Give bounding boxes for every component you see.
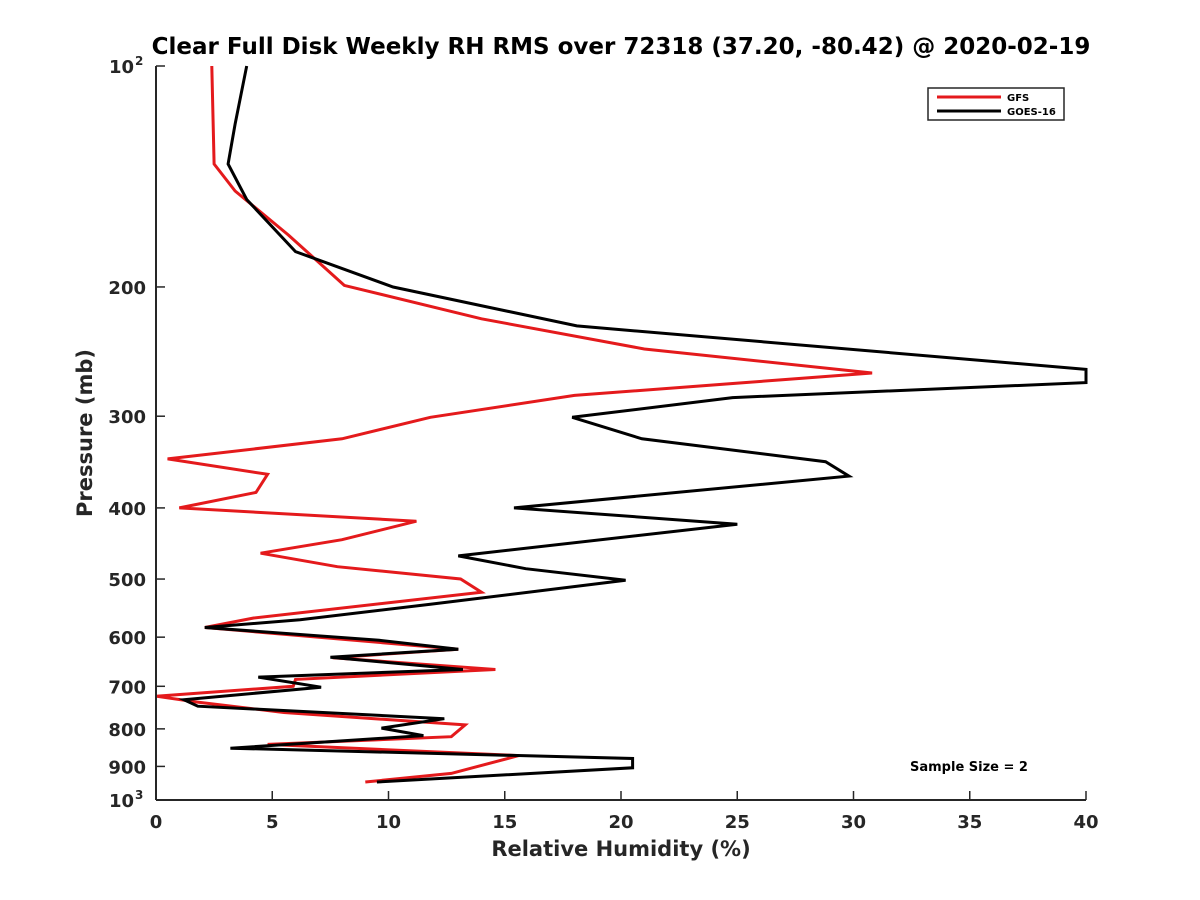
x-ticks-group: 0 5 10 15 20 25 30 35 40 [150, 791, 1099, 833]
series-line-gfs [155, 65, 873, 784]
x-tick-label: 40 [1073, 812, 1098, 833]
x-tick-label: 25 [725, 812, 750, 833]
series-line-goes-16 [178, 65, 1088, 784]
y-tick-label: 600 [108, 628, 146, 649]
legend-label: GFS [1007, 93, 1029, 104]
y-tick-label: 900 [108, 757, 146, 778]
y-tick-label: 800 [108, 720, 146, 741]
x-tick-label: 5 [266, 812, 279, 833]
x-tick-label: 35 [957, 812, 982, 833]
y-tick-label: 400 [108, 499, 146, 520]
plot-series-group [155, 65, 1088, 784]
y-tick-label: 300 [108, 407, 146, 428]
legend: GFS GOES-16 [927, 87, 1065, 121]
x-tick-label: 10 [376, 812, 401, 833]
y-tick-exponent: 2 [135, 54, 143, 68]
y-tick-label: 10 [109, 791, 134, 812]
y-tick-label: 10 [109, 57, 134, 78]
chart-title: Clear Full Disk Weekly RH RMS over 72318… [152, 34, 1091, 60]
y-tick-exponent: 3 [135, 788, 143, 802]
sample-size-annotation: Sample Size = 2 [910, 760, 1028, 775]
y-tick-label: 500 [108, 570, 146, 591]
x-tick-label: 0 [150, 812, 163, 833]
x-axis-label: Relative Humidity (%) [491, 837, 750, 861]
x-tick-label: 30 [841, 812, 866, 833]
legend-label: GOES-16 [1007, 107, 1056, 118]
x-tick-label: 15 [492, 812, 517, 833]
y-tick-label: 200 [108, 278, 146, 299]
y-axis-label: Pressure (mb) [73, 349, 97, 517]
legend-box [927, 87, 1065, 121]
x-tick-label: 20 [608, 812, 633, 833]
y-tick-label: 700 [108, 677, 146, 698]
